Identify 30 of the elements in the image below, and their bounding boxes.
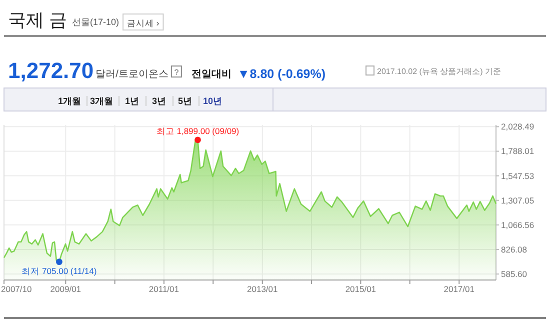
x-tick-label: 2013/01: [247, 284, 278, 294]
text: ?: [174, 68, 180, 77]
y-tick-label: 1,307.05: [501, 195, 534, 206]
y-tick-label: 1,066.56: [501, 220, 534, 230]
text: 5년: [178, 96, 192, 106]
y-tick-label: 2,028.49: [501, 122, 534, 132]
text: 10년: [203, 96, 222, 106]
text: 1년: [125, 96, 140, 106]
chart-title: 국제 금: [8, 10, 68, 30]
x-tick-label: 2009/01: [50, 284, 82, 294]
x-tick-label: 2015/01: [345, 284, 376, 294]
x-tick-label: 2017/01: [444, 284, 475, 294]
y-tick-label: 585.60: [501, 269, 528, 280]
text: ▼8.80 (-0.69%): [237, 67, 326, 81]
y-tick-label: 826.08: [501, 244, 528, 254]
chart-subtitle: 선물(17-10): [72, 17, 120, 27]
y-tick-label: 1,788.01: [501, 146, 534, 156]
text: 2017.10.02 (뉴욕 상품거래소) 기준: [377, 67, 502, 76]
y-tick-label: 1,547.53: [501, 170, 534, 181]
annotation: 최저 705.00 (11/14): [22, 266, 97, 276]
x-tick-label: 2007/10: [1, 284, 32, 294]
text: 달러/트로이온스: [96, 69, 168, 80]
text: 금시세 ›: [127, 18, 160, 28]
text: 1,272.70: [8, 58, 94, 83]
text: 3년: [152, 96, 166, 106]
text: 1개월: [58, 96, 82, 106]
text: 전일대비: [191, 69, 232, 80]
text: 3개월: [90, 96, 114, 106]
x-tick-label: 2011/01: [148, 284, 180, 294]
annotation: 최고 1,899.00 (09/09): [156, 126, 240, 136]
